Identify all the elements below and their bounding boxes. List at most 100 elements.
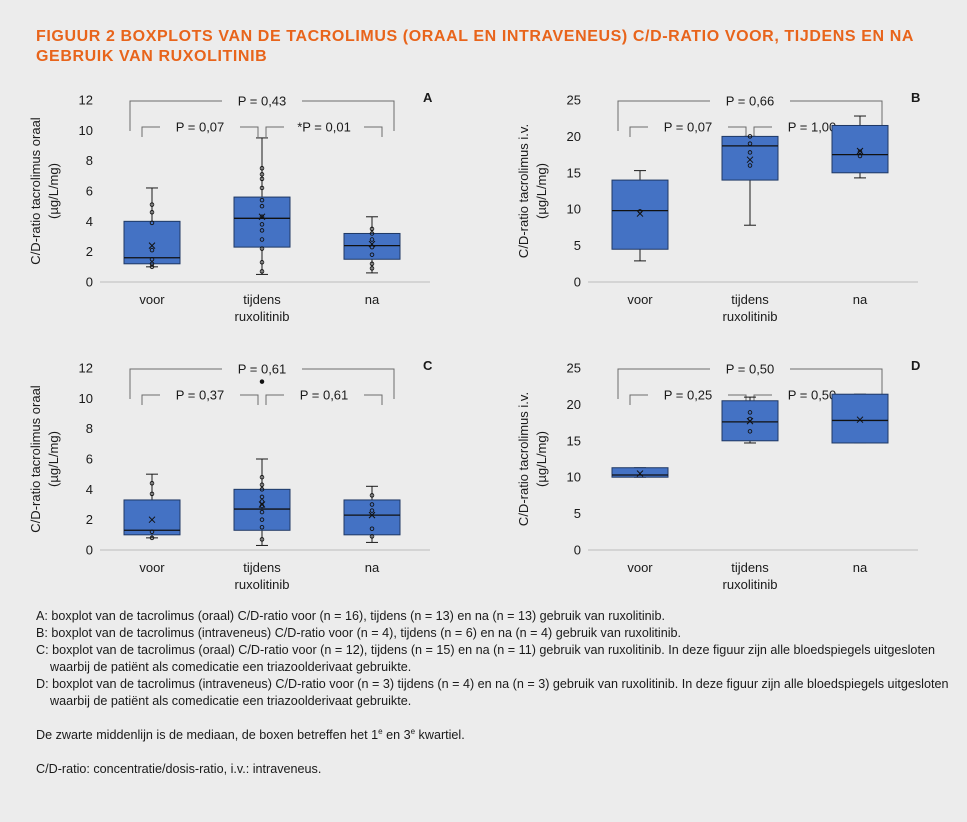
bracket-label-bg	[222, 360, 302, 377]
y-axis-title-line: C/D-ratio tacrolimus i.v.	[516, 124, 531, 258]
data-point	[747, 141, 753, 146]
data-point	[369, 244, 375, 250]
bracket-label-bg	[160, 386, 240, 403]
data-point	[857, 149, 863, 154]
outlier-point	[259, 379, 265, 384]
note-median: De zwarte middenlijn is de mediaan, de b…	[36, 726, 465, 742]
data-point	[259, 172, 265, 177]
y-axis-title: C/D-ratio tacrolimus i.v. (µg/L/mg)	[516, 124, 549, 258]
box	[721, 135, 779, 181]
bracket-label-bg	[160, 118, 240, 135]
category-label: ruxolitinib	[235, 577, 290, 592]
panel-letter: D	[911, 358, 920, 373]
bracket-label-bg	[284, 386, 364, 403]
category-label: na	[853, 292, 868, 307]
y-tick-label: 10	[567, 470, 581, 485]
y-tick-label: 0	[574, 543, 581, 558]
data-point	[259, 246, 265, 251]
y-tick-label: 0	[86, 543, 93, 558]
data-point	[259, 197, 265, 203]
data-point	[149, 529, 155, 535]
y-axis-title-line: (µg/L/mg)	[534, 431, 549, 487]
note-c: C: boxplot van de tacrolimus (oraal) C/D…	[36, 643, 935, 674]
data-point	[149, 491, 155, 497]
data-point	[259, 222, 265, 227]
box	[831, 124, 889, 174]
p-value-label: P = 0,25	[664, 388, 713, 403]
data-point	[259, 237, 265, 242]
data-point	[369, 231, 375, 236]
bracket-label-bg	[710, 92, 790, 109]
y-tick-label: 20	[567, 129, 581, 144]
y-tick-label: 15	[567, 433, 581, 448]
data-point	[369, 237, 375, 242]
p-value-label: P = 0,07	[176, 120, 225, 135]
bracket-label-bg	[648, 386, 728, 403]
bracket-label-bg	[284, 118, 364, 135]
mean-marker	[258, 501, 266, 508]
data-point	[149, 220, 155, 226]
mean-marker	[368, 240, 376, 248]
figure-notes: A: boxplot van de tacrolimus (oraal) C/D…	[36, 608, 956, 778]
data-point	[149, 264, 155, 270]
data-point	[149, 247, 155, 253]
y-axis-title: C/D-ratio tacrolimus i.v. (µg/L/mg)	[516, 392, 549, 526]
mean-marker	[368, 511, 376, 519]
mean-marker	[148, 516, 156, 524]
box	[611, 467, 669, 478]
p-value-label: *P = 0,01	[297, 120, 351, 135]
data-point	[259, 185, 265, 191]
data-point	[747, 150, 753, 155]
data-point	[259, 482, 265, 488]
data-point	[149, 535, 155, 541]
data-point	[259, 176, 265, 182]
category-label: ruxolitinib	[723, 309, 778, 324]
panel-letter: B	[911, 90, 920, 105]
boxplot-d: 0 5 10 15 20 25 C/D-ratio tacrolimus i.v. (µg/L…	[516, 358, 920, 592]
y-tick-label: 6	[86, 184, 93, 199]
y-axis-title-line: (µg/L/mg)	[46, 431, 61, 487]
data-point	[369, 534, 375, 539]
box	[831, 393, 889, 444]
p-value-label: P = 0,61	[238, 362, 287, 377]
data-point	[369, 266, 375, 271]
data-point	[259, 537, 265, 542]
data-point	[747, 410, 753, 415]
y-tick-label: 5	[574, 238, 581, 253]
y-tick-label: 25	[567, 361, 581, 376]
category-label: ruxolitinib	[723, 577, 778, 592]
category-label: na	[365, 292, 380, 307]
data-point	[259, 524, 265, 530]
data-point	[259, 228, 265, 233]
data-point	[369, 526, 375, 532]
bracket-label-bg	[222, 92, 302, 109]
note-b: B: boxplot van de tacrolimus (intraveneu…	[36, 626, 682, 640]
box	[123, 499, 181, 536]
y-tick-label: 4	[86, 482, 93, 497]
y-tick-label: 25	[567, 93, 581, 108]
data-point	[259, 165, 265, 171]
mean-marker	[746, 417, 754, 425]
data-point	[369, 493, 375, 498]
data-point	[259, 214, 265, 220]
data-point	[259, 203, 265, 209]
data-point	[747, 429, 753, 434]
chart-panel-c: 0 2 4 6 8 10 12 C/D-ratio tacrolimus oraal (µg/L…	[20, 350, 460, 598]
boxplot-a: 0 2 4 6 8 10 12 C/D-ratio tacrolimus oraal (µg/L…	[28, 90, 433, 324]
category-label: na	[365, 560, 380, 575]
panel-letter: C	[423, 358, 433, 373]
y-tick-label: 12	[79, 93, 93, 108]
data-point	[149, 202, 155, 207]
category-label: voor	[627, 560, 653, 575]
p-value-label: P = 0,50	[726, 362, 775, 377]
category-label: tijdens	[731, 560, 769, 575]
data-point	[369, 508, 375, 513]
y-tick-label: 8	[86, 421, 93, 436]
mean-marker	[746, 156, 754, 164]
category-label: voor	[139, 292, 165, 307]
data-point	[369, 226, 375, 232]
y-axis-title-line: (µg/L/mg)	[534, 163, 549, 219]
y-axis-title-line: (µg/L/mg)	[46, 163, 61, 219]
mean-marker	[856, 147, 864, 155]
data-point	[259, 509, 265, 515]
